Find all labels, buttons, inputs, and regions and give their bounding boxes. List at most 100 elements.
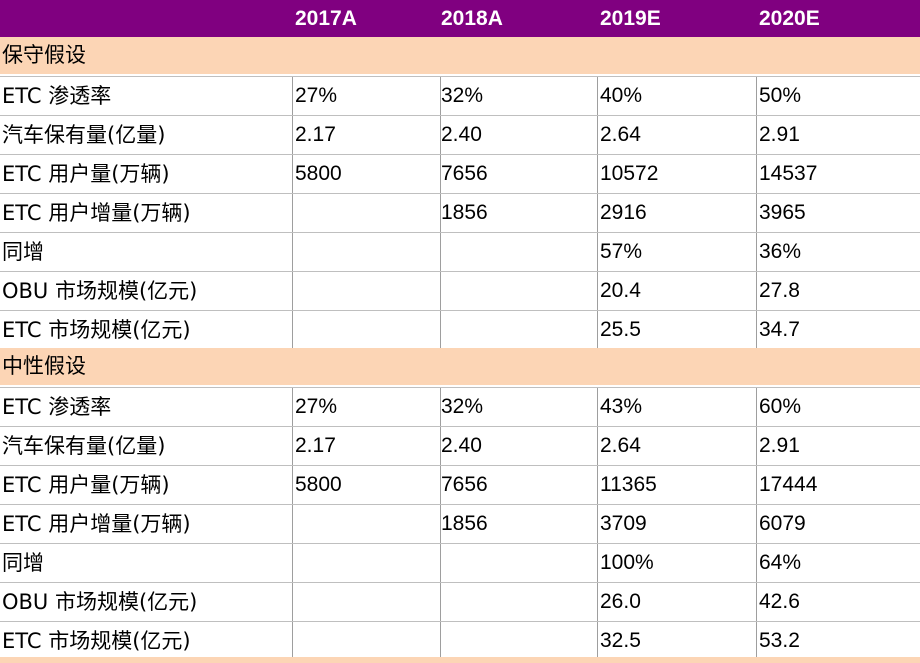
row-value: 36% [759,240,802,263]
row-value [441,311,597,350]
row-value: 100% [600,551,654,574]
row-value [293,233,440,272]
row-label: ETC 用户增量(万辆) [2,512,191,536]
row-value: 17444 [759,473,818,496]
row-value [441,583,597,622]
row-value: 32% [441,84,484,107]
row-value: 2.17 [295,434,336,457]
row-value [293,622,440,661]
table-row: ETC 渗透率 27% 32% 43% 60% [0,387,920,427]
row-value: 57% [600,240,643,263]
row-value [293,194,440,233]
row-value [441,272,597,311]
row-value: 26.0 [600,590,641,613]
header-cell-2018a: 2018A [441,7,503,30]
row-value [293,505,440,544]
row-value: 2.17 [295,123,336,146]
column-divider [292,387,293,660]
row-value: 42.6 [759,590,800,613]
row-value: 2.64 [600,434,641,457]
row-value: 6079 [759,512,806,535]
row-value: 50% [759,84,802,107]
column-divider [756,387,757,660]
section-row: 中性假设 [0,348,920,385]
table-row: OBU 市场规模(亿元) 26.0 42.6 [0,582,920,622]
row-label: 同增 [2,551,44,575]
row-label: ETC 渗透率 [2,84,112,108]
row-value: 43% [600,395,643,418]
row-value: 60% [759,395,802,418]
row-label: ETC 用户增量(万辆) [2,201,191,225]
section-title: 保守假设 [2,43,86,67]
row-value: 2.40 [441,434,482,457]
row-value: 40% [600,84,643,107]
row-value: 5800 [295,473,342,496]
row-label: 同增 [2,240,44,264]
header-cell-2020e: 2020E [759,7,820,30]
row-label: ETC 市场规模(亿元) [2,629,191,653]
row-value [293,272,440,311]
row-value: 11365 [600,473,657,496]
table-row: 同增 57% 36% [0,232,920,272]
table-row: ETC 渗透率 27% 32% 40% 50% [0,76,920,116]
row-value: 25.5 [600,318,641,341]
row-label: ETC 渗透率 [2,395,112,419]
row-value: 27% [295,395,338,418]
table-row: ETC 用户增量(万辆) 1856 2916 3965 [0,193,920,233]
row-value [293,311,440,350]
bottom-section-strip [0,657,920,663]
row-label: 汽车保有量(亿量) [2,123,166,147]
row-value: 20.4 [600,279,641,302]
table-row: 同增 100% 64% [0,543,920,583]
row-label: 汽车保有量(亿量) [2,434,166,458]
row-value: 2916 [600,201,647,224]
header-row: 2017A 2018A 2019E 2020E [0,0,920,37]
table-row: OBU 市场规模(亿元) 20.4 27.8 [0,271,920,311]
section-title: 中性假设 [2,354,86,378]
row-value: 1856 [441,201,488,224]
row-value [293,583,440,622]
row-value: 27.8 [759,279,800,302]
table-row: ETC 用户增量(万辆) 1856 3709 6079 [0,504,920,544]
row-value: 27% [295,84,338,107]
section-row: 保守假设 [0,37,920,74]
table-row: ETC 市场规模(亿元) 32.5 53.2 [0,621,920,661]
row-value: 7656 [441,473,488,496]
row-label: OBU 市场规模(亿元) [2,279,198,303]
row-value: 34.7 [759,318,800,341]
row-value: 1856 [441,512,488,535]
row-value [441,622,597,661]
row-label: OBU 市场规模(亿元) [2,590,198,614]
row-value: 5800 [295,162,342,185]
row-value [293,544,440,583]
row-value: 2.64 [600,123,641,146]
row-value: 32% [441,395,484,418]
row-value: 53.2 [759,629,800,652]
column-divider [292,76,293,348]
column-divider [756,76,757,348]
row-value: 14537 [759,162,818,185]
table-row: 汽车保有量(亿量) 2.17 2.40 2.64 2.91 [0,426,920,466]
row-label: ETC 用户量(万辆) [2,473,170,497]
row-value: 2.91 [759,123,800,146]
table-row: ETC 市场规模(亿元) 25.5 34.7 [0,310,920,350]
row-label: ETC 市场规模(亿元) [2,318,191,342]
row-value: 32.5 [600,629,641,652]
column-divider [597,76,598,348]
column-divider [440,76,441,348]
row-value: 7656 [441,162,488,185]
row-value: 3709 [600,512,647,535]
table-row: 汽车保有量(亿量) 2.17 2.40 2.64 2.91 [0,115,920,155]
header-cell-2017a: 2017A [295,7,357,30]
row-value: 2.40 [441,123,482,146]
header-cell-2019e: 2019E [600,7,661,30]
row-label: ETC 用户量(万辆) [2,162,170,186]
column-divider [597,387,598,660]
row-value: 3965 [759,201,806,224]
header-cell-label [0,0,292,37]
column-divider [440,387,441,660]
row-value: 64% [759,551,802,574]
row-value: 2.91 [759,434,800,457]
row-value [441,233,597,272]
